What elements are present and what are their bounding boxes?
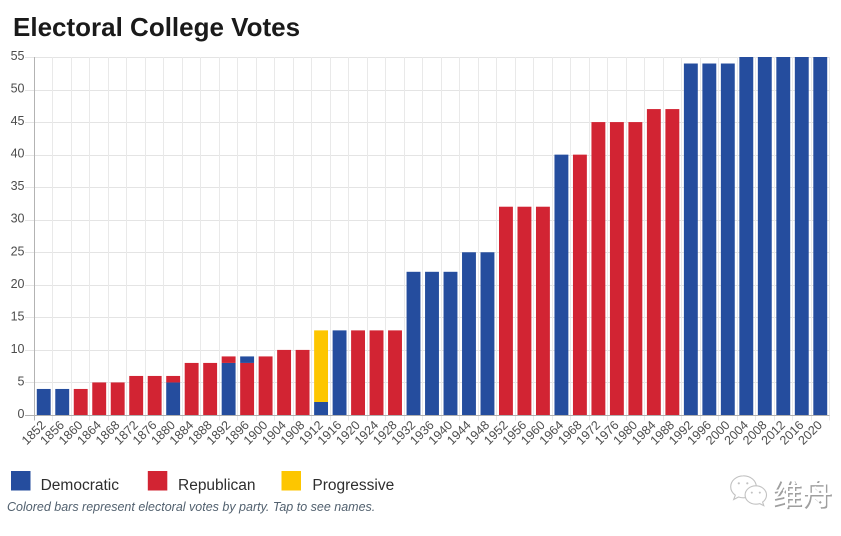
svg-text:0: 0 <box>18 407 25 421</box>
svg-text:10: 10 <box>11 342 25 356</box>
svg-text:维舟: 维舟 <box>773 480 833 513</box>
svg-text:维舟: 维舟 <box>772 479 832 512</box>
svg-text:5: 5 <box>18 375 25 389</box>
svg-text:Colored bars represent elector: Colored bars represent electoral votes b… <box>7 500 375 514</box>
svg-text:55: 55 <box>11 49 25 63</box>
svg-text:40: 40 <box>11 147 25 161</box>
svg-text:30: 30 <box>11 212 25 226</box>
svg-text:15: 15 <box>11 309 25 323</box>
svg-text:50: 50 <box>11 82 25 96</box>
svg-text:45: 45 <box>11 114 25 128</box>
svg-text:20: 20 <box>11 277 25 291</box>
svg-text:35: 35 <box>11 179 25 193</box>
svg-text:Republican: Republican <box>178 477 256 494</box>
svg-text:Democratic: Democratic <box>41 477 120 494</box>
svg-text:25: 25 <box>11 244 25 258</box>
svg-text:Progressive: Progressive <box>312 477 394 494</box>
